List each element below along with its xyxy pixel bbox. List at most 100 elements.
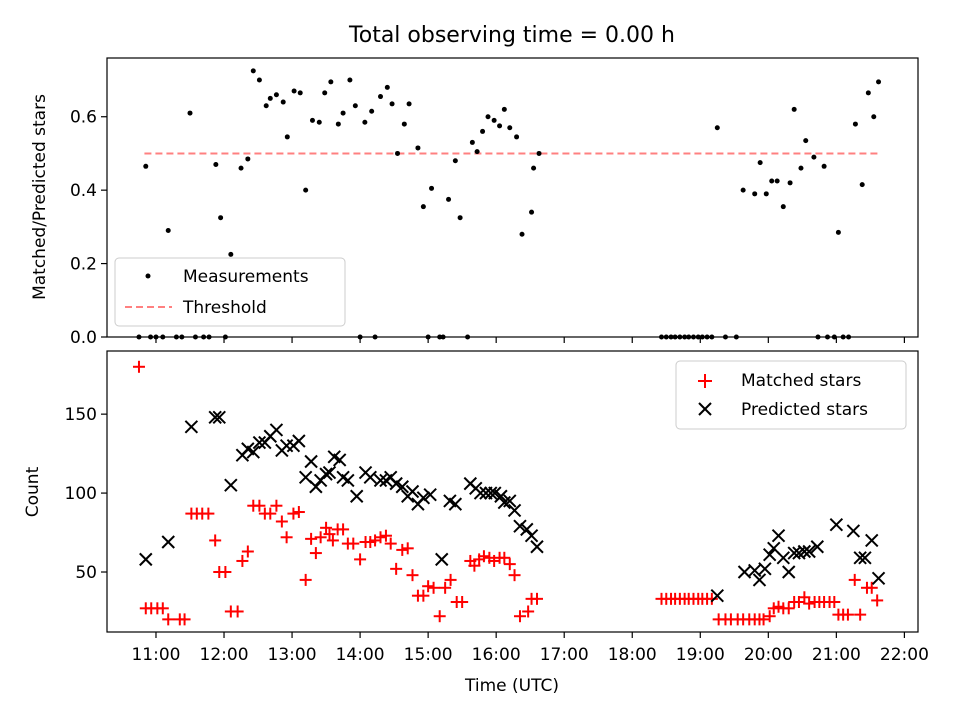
matched-star-point [132, 360, 145, 373]
measurement-point [791, 106, 797, 112]
bottom-legend-frame [675, 360, 907, 430]
measurement-point [763, 191, 769, 197]
measurement-point [859, 182, 865, 188]
predicted-star-point [530, 540, 544, 554]
matched-star-point [162, 613, 175, 626]
measurement-point [714, 125, 720, 131]
predicted-star-point [161, 535, 175, 549]
matched-star-point [178, 613, 191, 626]
matched-star-point [841, 608, 854, 621]
measurement-point [798, 165, 804, 171]
matched-star-point [314, 531, 327, 544]
measurement-point [309, 117, 315, 123]
measurement-point [519, 231, 525, 237]
measurement-point [452, 158, 458, 164]
bottom-xtick-label: 17:00 [540, 645, 589, 665]
top-legend: Measurements Threshold [114, 257, 346, 327]
legend-marker-matched [698, 374, 712, 388]
measurement-point [491, 117, 497, 123]
matched-star-point [379, 529, 392, 542]
legend-label-matched: Matched stars [741, 371, 861, 391]
top-axes-frame [106, 57, 919, 338]
matched-star-point [477, 550, 490, 563]
measurement-point [297, 90, 303, 96]
matched-star-point [236, 554, 249, 567]
measurement-point [514, 134, 520, 140]
matched-star-point [854, 608, 867, 621]
predicted-star-point [776, 551, 790, 565]
matched-star-point [871, 594, 884, 607]
measurement-point [352, 103, 358, 109]
measurement-point [401, 121, 407, 127]
measurement-point [267, 95, 273, 101]
measurement-point [871, 114, 877, 120]
measurement-point [284, 134, 290, 140]
predicted-star-point [782, 565, 796, 579]
predicted-star-point [208, 410, 222, 425]
top-ytick-label: 0.4 [70, 181, 97, 201]
matched-star-point [202, 507, 215, 520]
measurement-point [446, 196, 452, 202]
predicted-star-point [224, 478, 238, 492]
legend-label-threshold: Threshold [182, 298, 267, 318]
bottom-xtick-label: 14:00 [336, 645, 385, 665]
measurement-point [469, 139, 475, 145]
predicted-star-point [829, 517, 844, 532]
matched-star-point [305, 532, 318, 545]
matched-star-point [401, 542, 414, 555]
matched-star-point [522, 605, 535, 618]
predicted-star-point [246, 445, 260, 459]
predicted-star-point [494, 489, 508, 503]
bottom-ylabel: Count [23, 466, 43, 517]
measurement-point [389, 101, 395, 107]
predicted-star-point [416, 491, 431, 505]
predicted-star-point [865, 533, 879, 548]
measurement-point [429, 185, 435, 191]
predicted-star-point [762, 547, 777, 562]
measurement-point [213, 161, 219, 167]
matched-star-point [323, 528, 336, 541]
predicted-star-point [309, 480, 323, 494]
bottom-plot-area [132, 360, 886, 626]
predicted-star-point [752, 573, 767, 587]
predicted-star-point [846, 524, 861, 538]
predicted-star-point [810, 540, 825, 554]
top-xticks [155, 337, 905, 343]
matched-star-point [231, 605, 244, 618]
measurement-point [821, 163, 827, 169]
measurement-point [303, 187, 309, 193]
measurement-point [165, 228, 171, 234]
measurement-point [774, 178, 780, 184]
predicted-star-point [322, 465, 337, 480]
matched-star-point [209, 534, 222, 547]
bottom-xtick-label: 21:00 [812, 645, 861, 665]
measurement-point [752, 191, 758, 197]
measurement-point [497, 123, 503, 129]
bottom-xtick-label: 11:00 [131, 645, 180, 665]
predicted-star-point [341, 473, 355, 488]
matched-star-point [705, 592, 718, 605]
matched-star-point [253, 499, 266, 512]
matched-star-point [444, 573, 457, 586]
measurement-point [395, 150, 401, 156]
measurement-point [474, 149, 480, 155]
measurement-point [316, 119, 322, 125]
matched-star-point [417, 589, 430, 602]
measurement-point [245, 156, 251, 162]
matched-star-point [320, 521, 333, 534]
matched-star-point [798, 591, 811, 604]
predicted-star-point [853, 551, 867, 565]
predicted-star-point [395, 480, 409, 494]
measurement-point [501, 106, 507, 112]
measurement-point [480, 128, 486, 134]
matched-star-point [287, 507, 300, 520]
measurement-point [378, 94, 384, 100]
matched-star-point [270, 499, 283, 512]
predicted-star-point [871, 571, 886, 586]
measurement-point [406, 101, 412, 107]
measurement-point [187, 110, 193, 116]
bottom-ytick-label: 100 [65, 484, 97, 504]
matched-star-point [241, 545, 254, 558]
predicted-star-point [802, 544, 816, 559]
measurement-point [420, 204, 426, 210]
